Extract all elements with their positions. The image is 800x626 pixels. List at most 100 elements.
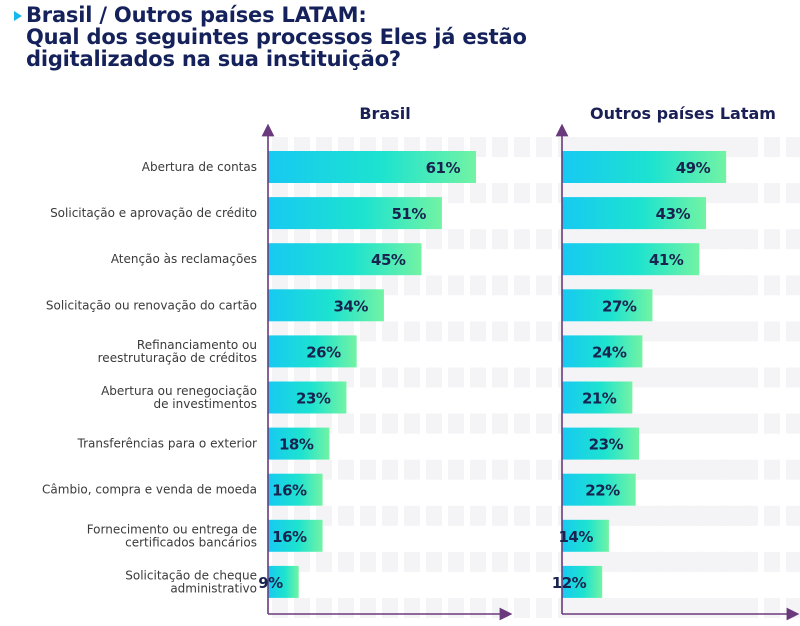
category-label: certificados bancários xyxy=(125,535,257,549)
grid-cell xyxy=(536,367,552,388)
labels-layer: Brasil 61% 51% 45% 34% 26% 23% 18% 16% 16% 9% Outro… xyxy=(42,104,776,595)
grid-cell xyxy=(492,505,508,526)
category-label: Solicitação de cheque xyxy=(125,568,257,582)
value-label: 51% xyxy=(392,205,427,223)
grid-cell xyxy=(536,137,552,157)
bar xyxy=(268,427,330,460)
category-label: administrativo xyxy=(170,581,257,595)
grid-cell xyxy=(426,367,442,388)
grid-cell xyxy=(470,551,486,572)
value-label: 26% xyxy=(306,343,341,361)
grid-cell xyxy=(470,367,486,388)
grid-cell xyxy=(632,505,648,526)
grid-cell xyxy=(514,275,530,296)
grid-cell xyxy=(764,459,780,480)
category-label: Solicitação e aprovação de crédito xyxy=(50,206,257,220)
grid-cell xyxy=(470,505,486,526)
grid-cell xyxy=(338,413,354,434)
grid-cell xyxy=(382,413,398,434)
grid-cell xyxy=(338,598,354,618)
grid-cell xyxy=(404,505,420,526)
bar xyxy=(268,473,323,506)
grid-cell xyxy=(294,598,310,618)
grid-cell xyxy=(698,275,714,296)
grid-cell xyxy=(492,551,508,572)
grid-cell xyxy=(698,598,714,618)
grid-cell xyxy=(654,321,670,342)
value-label: 12% xyxy=(552,574,587,592)
grid-cell xyxy=(382,598,398,618)
grid-cell xyxy=(382,367,398,388)
value-label: 9% xyxy=(258,574,283,592)
grid-cell xyxy=(360,413,376,434)
value-label: 45% xyxy=(371,251,406,269)
value-label: 16% xyxy=(272,528,307,546)
value-label: 43% xyxy=(656,205,691,223)
grid-cell xyxy=(514,598,530,618)
grid-cell xyxy=(764,275,780,296)
grid-cell xyxy=(536,505,552,526)
grid-cell xyxy=(404,275,420,296)
grid-cell xyxy=(338,459,354,480)
value-label: 21% xyxy=(582,390,617,408)
grid-cell xyxy=(742,137,758,157)
grid-cell xyxy=(698,367,714,388)
grid-cell xyxy=(786,367,800,388)
grid-cell xyxy=(272,598,288,618)
grid-cell xyxy=(448,367,464,388)
grid-cell xyxy=(426,459,442,480)
grid-cell xyxy=(448,275,464,296)
value-label: 14% xyxy=(558,528,593,546)
grid-cell xyxy=(786,459,800,480)
bar xyxy=(562,565,603,598)
value-label: 18% xyxy=(279,436,314,454)
grid-cell xyxy=(698,321,714,342)
grid-cell xyxy=(514,413,530,434)
value-label: 61% xyxy=(426,159,461,177)
grid-cell xyxy=(720,367,736,388)
grid-cell xyxy=(610,505,626,526)
bar xyxy=(562,151,727,183)
grid-cell xyxy=(514,321,530,342)
grid-cell xyxy=(360,321,376,342)
value-label: 34% xyxy=(334,297,369,315)
category-label: Solicitação ou renovação do cartão xyxy=(46,298,257,312)
grid-cell xyxy=(338,505,354,526)
category-label: reestruturação de créditos xyxy=(98,351,257,365)
value-label: 22% xyxy=(585,482,620,500)
grid-cell xyxy=(404,551,420,572)
bar xyxy=(562,243,700,276)
grid-cell xyxy=(536,321,552,342)
value-label: 49% xyxy=(676,159,711,177)
grid-cell xyxy=(764,321,780,342)
grid-cell xyxy=(764,505,780,526)
grid-cell xyxy=(764,367,780,388)
grid-cell xyxy=(404,413,420,434)
category-label: Câmbio, compra e venda de moeda xyxy=(42,483,257,497)
panel-title-latam: Outros países Latam xyxy=(590,104,776,123)
grid-cell xyxy=(514,183,530,204)
grid-cell xyxy=(360,367,376,388)
grid-cell xyxy=(632,598,648,618)
grid-cell xyxy=(720,413,736,434)
grid-cell xyxy=(742,505,758,526)
grid-cell xyxy=(786,551,800,572)
grid-cell xyxy=(632,367,648,388)
grid-cell xyxy=(492,367,508,388)
category-label: Refinanciamento ou xyxy=(137,338,257,352)
value-label: 24% xyxy=(592,343,627,361)
value-label: 23% xyxy=(589,436,624,454)
grid-cell xyxy=(676,598,692,618)
grid-cell xyxy=(382,505,398,526)
chart-title-line-1: Brasil / Outros países LATAM: xyxy=(26,3,367,27)
grid-cell xyxy=(426,229,442,250)
grid-cell xyxy=(492,321,508,342)
grid-cell xyxy=(470,275,486,296)
grid-cell xyxy=(514,505,530,526)
panel-title-brasil: Brasil xyxy=(359,104,410,123)
grid-cell xyxy=(492,459,508,480)
grid-cell xyxy=(786,183,800,204)
grid-cell xyxy=(514,137,530,157)
grid-cell xyxy=(720,459,736,480)
grid-cell xyxy=(404,459,420,480)
